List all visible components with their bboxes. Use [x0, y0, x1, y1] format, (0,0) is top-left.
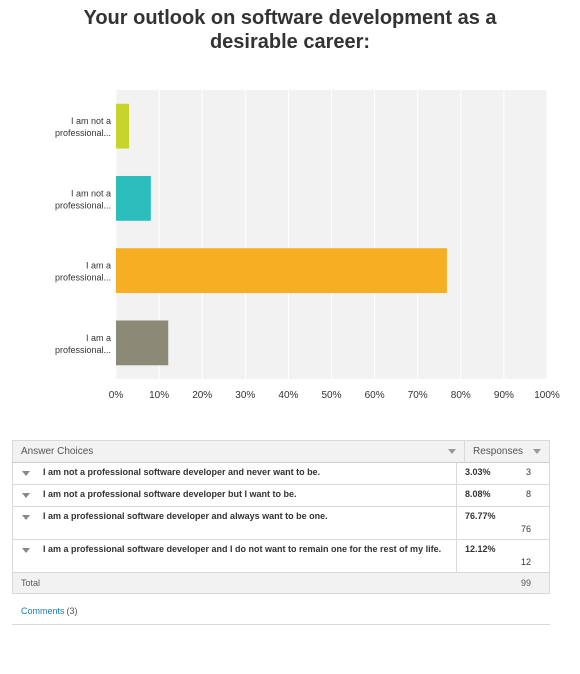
- x-tick-label: 100%: [534, 390, 560, 401]
- x-tick-label: 30%: [235, 390, 255, 401]
- answer-choice: I am not a professional software develop…: [13, 463, 457, 484]
- answer-choice: I am a professional software developer a…: [13, 540, 457, 572]
- x-tick-label: 50%: [321, 390, 341, 401]
- x-tick-label: 80%: [451, 390, 471, 401]
- total-row: Total 99: [12, 573, 550, 594]
- x-tick-label: 60%: [365, 390, 385, 401]
- sort-caret-icon[interactable]: [448, 449, 456, 454]
- comments-bar: Comments (3): [12, 597, 550, 625]
- answer-choices-header-label: Answer Choices: [21, 446, 94, 457]
- category-labels: I am not a professional... I am not a profe…: [55, 116, 111, 355]
- responses-table: Answer Choices Responses I am not a prof…: [12, 440, 550, 594]
- x-tick-label: 20%: [192, 390, 212, 401]
- category-label: I am a: [86, 261, 111, 271]
- sort-caret-icon[interactable]: [533, 449, 541, 454]
- x-tick-labels: 0% 10% 20% 30% 40% 50% 60% 70% 80% 90% 100%: [109, 390, 560, 401]
- bar[interactable]: [116, 320, 169, 366]
- answer-choice-label: I am not a professional software develop…: [43, 489, 297, 499]
- comments-link[interactable]: Comments: [21, 605, 65, 616]
- expand-caret-icon[interactable]: [22, 515, 30, 520]
- answer-choice: I am a professional software developer a…: [13, 507, 457, 539]
- chart-title: Your outlook on software development as …: [83, 7, 497, 53]
- response-cell: 3.03% 3: [457, 463, 549, 484]
- table-row: I am not a professional software develop…: [12, 463, 550, 485]
- category-label: professional...: [55, 345, 111, 355]
- expand-caret-icon[interactable]: [22, 471, 30, 476]
- total-value: 99: [520, 578, 531, 588]
- x-tick-label: 90%: [494, 390, 514, 401]
- answer-choice-label: I am a professional software developer a…: [43, 544, 442, 554]
- response-cell: 76.77% 76: [457, 507, 549, 539]
- bar-chart: I am not a professional... I am not a profe…: [55, 90, 560, 401]
- answer-choice-label: I am a professional software developer a…: [43, 511, 328, 521]
- table-header: Answer Choices Responses: [12, 440, 550, 463]
- responses-header[interactable]: Responses: [465, 441, 549, 462]
- table-row: I am not a professional software develop…: [12, 485, 550, 507]
- response-cell: 12.12% 12: [457, 540, 549, 572]
- response-count: 3: [525, 467, 531, 477]
- answer-choices-header[interactable]: Answer Choices: [13, 441, 465, 462]
- total-label: Total: [21, 578, 41, 588]
- bar[interactable]: [116, 103, 130, 149]
- x-tick-label: 10%: [149, 390, 169, 401]
- x-tick-label: 70%: [408, 390, 428, 401]
- x-tick-label: 0%: [109, 390, 124, 401]
- category-label: I am not a: [71, 116, 111, 126]
- response-percent: 3.03%: [465, 467, 491, 477]
- response-percent: 76.77%: [465, 511, 496, 521]
- category-label: professional...: [55, 273, 111, 283]
- response-count: 76: [520, 524, 531, 534]
- table-row: I am a professional software developer a…: [12, 540, 550, 573]
- response-cell: 8.08% 8: [457, 485, 549, 506]
- expand-caret-icon[interactable]: [22, 548, 30, 553]
- response-count: 12: [520, 557, 531, 567]
- gridlines: [115, 90, 548, 379]
- bar[interactable]: [116, 248, 447, 294]
- bars: [116, 103, 447, 366]
- category-label: I am not a: [71, 188, 111, 198]
- category-label: I am a: [86, 333, 111, 343]
- response-percent: 8.08%: [465, 489, 491, 499]
- comments-count: (3): [66, 605, 78, 616]
- category-label: professional...: [55, 128, 111, 138]
- bar[interactable]: [116, 175, 151, 221]
- response-percent: 12.12%: [465, 544, 496, 554]
- table-row: I am a professional software developer a…: [12, 507, 550, 540]
- x-tick-label: 40%: [278, 390, 298, 401]
- expand-caret-icon[interactable]: [22, 493, 30, 498]
- category-label: professional...: [55, 200, 111, 210]
- answer-choice-label: I am not a professional software develop…: [43, 467, 321, 477]
- response-count: 8: [525, 489, 531, 499]
- responses-header-label: Responses: [473, 446, 524, 457]
- answer-choice: I am not a professional software develop…: [13, 485, 457, 506]
